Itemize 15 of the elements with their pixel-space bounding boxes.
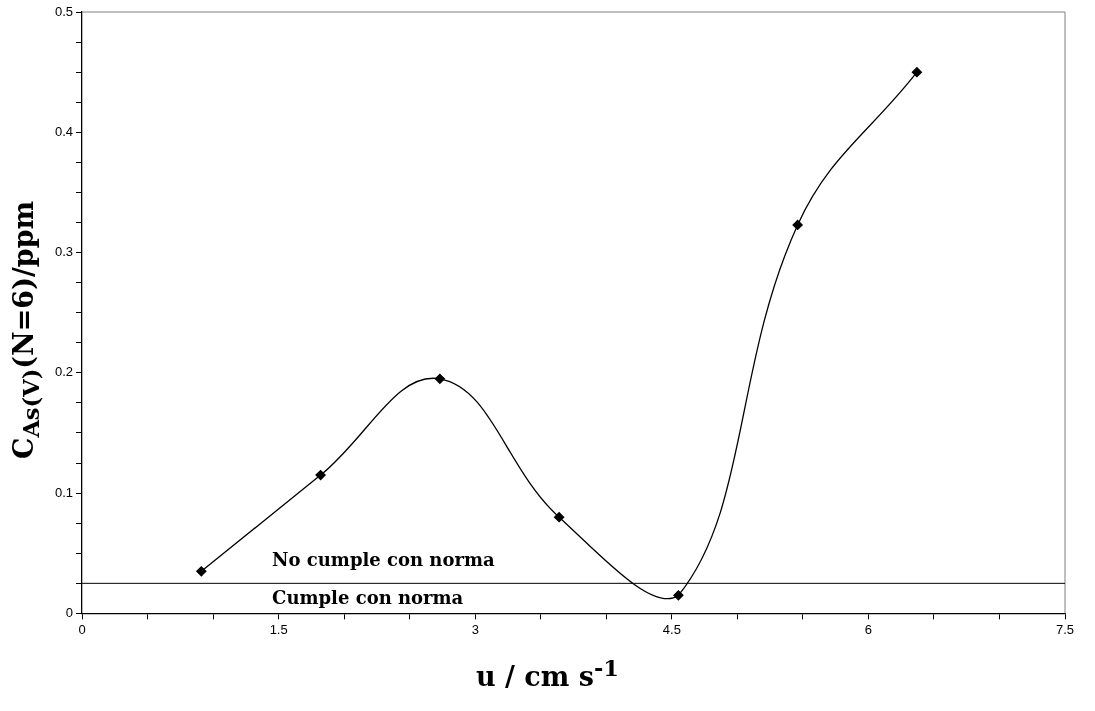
x-axis-title: u / cm s$^{-1}$ — [475, 655, 620, 692]
annotation: Cumple con norma — [272, 587, 464, 608]
y-tick-label: 0.4 — [54, 123, 74, 139]
x-tick-label: 3 — [471, 621, 479, 637]
y-tick-label: 0 — [65, 604, 74, 620]
x-tick-label: 6 — [864, 621, 873, 637]
y-tick-label: 0.1 — [54, 484, 74, 500]
y-tick-label: 0.3 — [54, 244, 74, 260]
y-tick-label: 0.2 — [54, 364, 74, 380]
x-tick-label: 4.5 — [662, 621, 681, 637]
y-tick-label: 0.5 — [54, 3, 74, 19]
annotation: No cumple con norma — [272, 549, 495, 570]
x-tick-label: 0 — [78, 621, 86, 637]
x-tick-label: 7.5 — [1055, 621, 1075, 637]
x-tick-label: 1.5 — [269, 621, 288, 637]
